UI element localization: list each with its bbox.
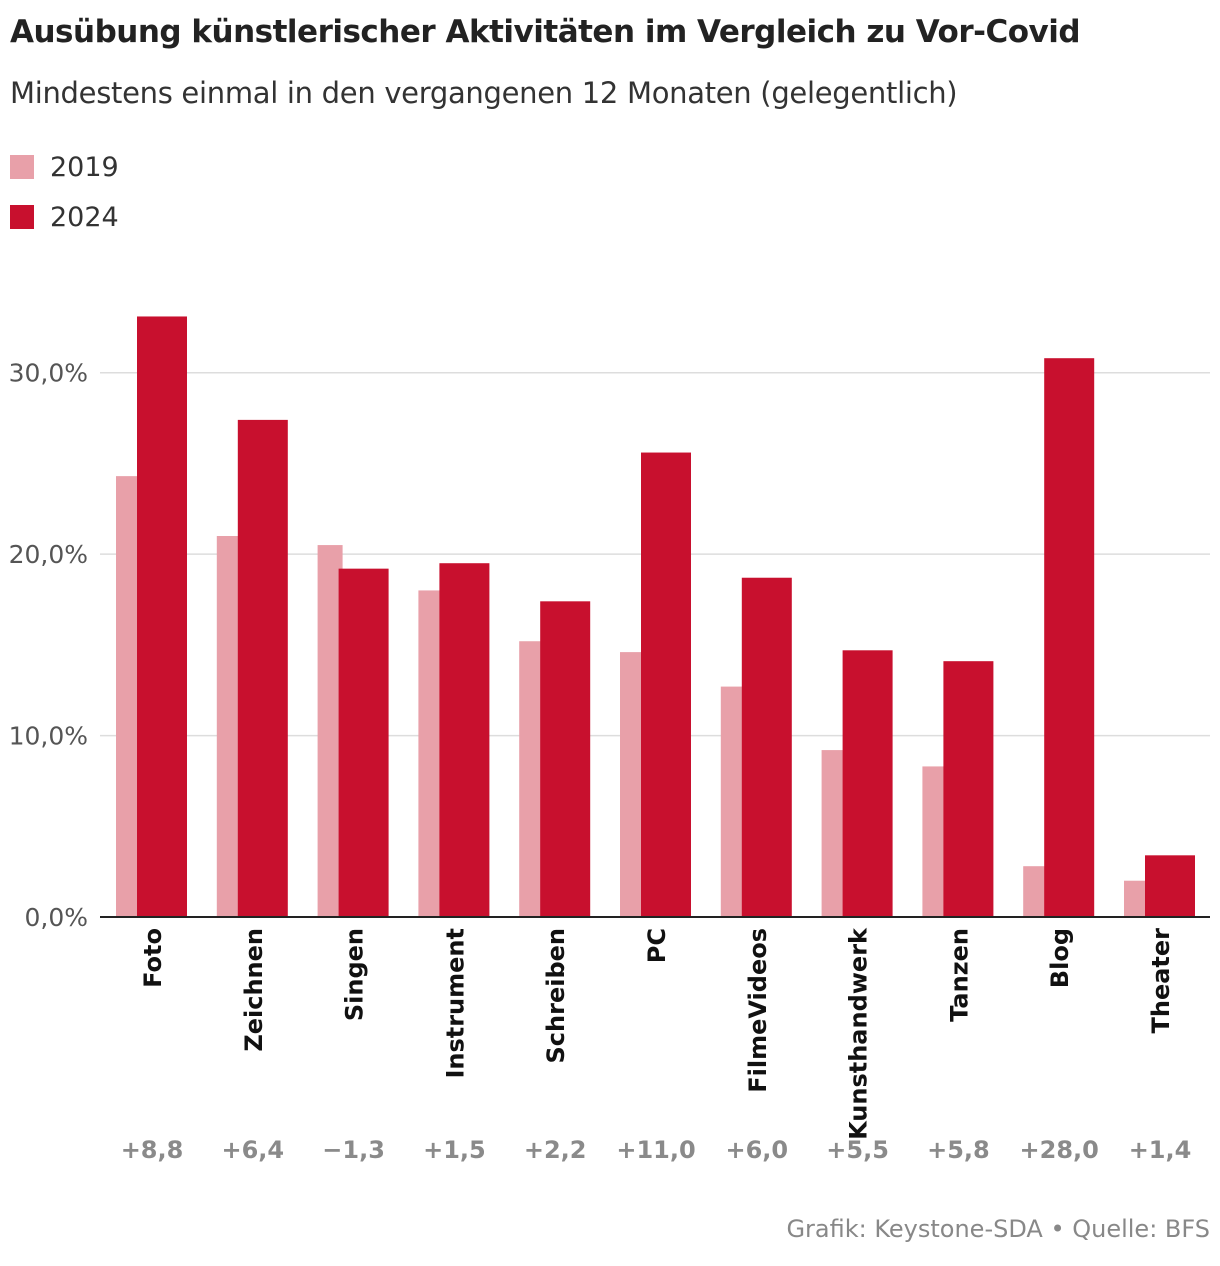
y-tick-label: 10,0% [9,722,88,751]
bar-2019 [317,545,343,917]
y-tick-label: 30,0% [9,359,88,388]
difference-label: +28,0 [1020,1136,1099,1164]
bar-2024 [1145,855,1195,917]
y-tick-label: 20,0% [9,540,88,569]
bar-2024 [237,419,288,917]
bar-2019 [116,476,141,917]
legend-label-2024: 2024 [50,201,119,233]
bar-2024 [641,452,691,917]
x-category-label: Instrument [441,928,469,1079]
bar-2019 [216,536,242,917]
difference-label: +6,4 [221,1136,284,1164]
difference-label: +5,8 [927,1136,990,1164]
x-category-label: Schreiben [542,928,570,1063]
bar-2024 [338,568,389,917]
difference-label: +1,5 [423,1136,486,1164]
x-category-label: Blog [1046,928,1074,988]
chart-subtitle: Mindestens einmal in den vergangenen 12 … [10,76,958,110]
bar-2024 [943,661,994,917]
bar-2019 [821,750,847,917]
bar-2019 [620,652,645,917]
x-category-label: Kunsthandwerk [845,927,873,1140]
chart-title: Ausübung künstlerischer Aktivitäten im V… [10,14,1081,50]
x-category-label: Singen [341,928,369,1021]
difference-label: +8,8 [121,1136,184,1164]
x-category-label: Zeichnen [240,928,268,1052]
legend-item-2019: 2019 [10,142,119,192]
x-category-label: Theater [1147,928,1175,1034]
bar-2019 [1023,866,1049,917]
bar-2024 [439,563,490,917]
legend-swatch-2019 [10,155,34,179]
bar-2024 [1044,358,1095,917]
x-category-label: PC [643,928,671,963]
difference-label: +1,4 [1129,1136,1192,1164]
bar-2024 [540,601,591,917]
bar-2024 [137,316,187,917]
difference-label: +11,0 [616,1136,695,1164]
x-category-label: Tanzen [945,928,973,1022]
x-category-label: FilmeVideos [744,928,772,1093]
legend-swatch-2024 [10,205,34,229]
source-credit: Grafik: Keystone-SDA • Quelle: BFS [786,1215,1210,1243]
bar-2019 [720,686,746,917]
y-tick-label: 0,0% [24,903,88,932]
bar-chart: 0,0% 10,0% 20,0% 30,0% Foto +8,8 Zeichnen +6,4 S… [9,316,1210,1164]
bar-2024 [741,577,792,917]
bar-2019 [418,590,444,917]
difference-label: −1,3 [322,1136,385,1164]
legend-item-2024: 2024 [10,192,119,242]
legend-label-2019: 2019 [50,151,119,183]
difference-label: +6,0 [725,1136,788,1164]
bar-2019 [1124,880,1149,917]
bar-2019 [519,641,545,917]
difference-label: +2,2 [524,1136,587,1164]
legend: 2019 2024 [10,142,119,242]
x-category-label: Foto [139,928,167,988]
bar-2019 [922,766,948,917]
bar-2024 [842,650,893,917]
difference-label: +5,5 [826,1136,889,1164]
